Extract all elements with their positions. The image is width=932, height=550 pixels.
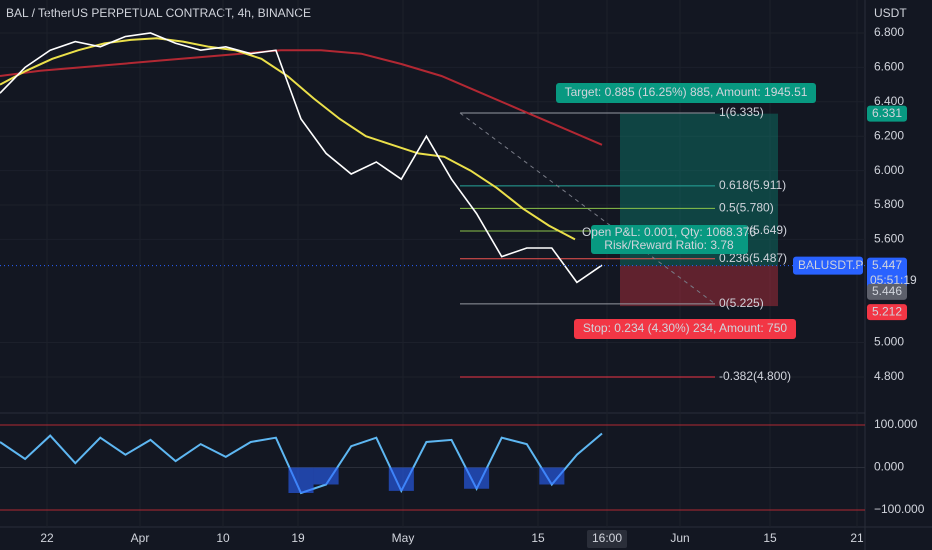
stop-price-label: 5.212 [872, 304, 902, 318]
target-price-label: 6.331 [872, 106, 902, 120]
pnl-label: Open P&L: 0.001, Qty: 1068.376 [582, 225, 756, 239]
time-tick-label: May [392, 531, 415, 545]
target-box [556, 83, 816, 103]
fib-label: 0.618(5.911) [719, 178, 786, 192]
fib-label: 0.5(5.780) [719, 201, 774, 215]
time-tick-label: 10 [216, 531, 230, 545]
osc-tick-label: −100.000 [874, 502, 925, 516]
time-tick-label: 22 [40, 531, 54, 545]
time-tick-label: Apr [131, 531, 150, 545]
time-tick-label: 16:00 [592, 531, 622, 545]
price-tick-label: 5.600 [874, 232, 904, 246]
symbol-label: BALUSDT.P [798, 258, 863, 272]
osc-area [313, 467, 339, 485]
price-line [0, 32, 603, 284]
bid-price-label-bg [867, 283, 907, 300]
chart-title: BAL / TetherUS PERPETUAL CONTRACT, 4h, B… [6, 6, 311, 20]
target-price-label-bg [867, 105, 907, 122]
osc-area [464, 467, 490, 489]
last-price: 5.447 [872, 258, 902, 272]
price-tick-label: 5.000 [874, 335, 904, 349]
price-tick-label: 6.600 [874, 60, 904, 74]
countdown: 05:51:19 [870, 273, 917, 287]
osc-tick-label: 100.000 [874, 417, 918, 431]
fib-label: 1(6.335) [719, 105, 764, 119]
stop-zone [620, 265, 778, 307]
trend-line [459, 112, 716, 305]
price-tick-label: 4.800 [874, 369, 904, 383]
price-tick-label: 6.400 [874, 94, 904, 108]
time-tick-label: 19 [291, 531, 305, 545]
fib-label: -0.382(4.800) [719, 369, 791, 383]
stop-label: Stop: 0.234 (4.30%) 234, Amount: 750 [583, 321, 787, 335]
pnl-box [591, 225, 748, 254]
bid-price-label: 5.446 [872, 284, 902, 298]
osc-area [539, 467, 565, 485]
fib-label: 0(5.225) [719, 296, 764, 310]
stop-box [574, 319, 796, 339]
osc-area [288, 467, 314, 494]
time-tick-label: 15 [763, 531, 777, 545]
last-bg [867, 257, 907, 290]
price-tick-label: 6.800 [874, 25, 904, 39]
time-tick-label: 15 [531, 531, 545, 545]
time-tick-label: Jun [670, 531, 689, 545]
osc-area [388, 467, 414, 491]
price-tick-label: 6.200 [874, 128, 904, 142]
price-tick-label: 5.800 [874, 197, 904, 211]
time-tick-label: 21 [850, 531, 864, 545]
osc-tick-label: 0.000 [874, 460, 904, 474]
stop-price-label-bg [867, 304, 907, 321]
fib-label: 0.236(5.487) [719, 251, 787, 265]
price-line [0, 49, 603, 146]
target-label: Target: 0.885 (16.25%) 885, Amount: 1945… [565, 85, 808, 99]
price-tick-label: 6.000 [874, 163, 904, 177]
currency: USDT [874, 6, 907, 20]
time-highlight [587, 530, 627, 548]
rr-label: Risk/Reward Ratio: 3.78 [604, 238, 734, 252]
